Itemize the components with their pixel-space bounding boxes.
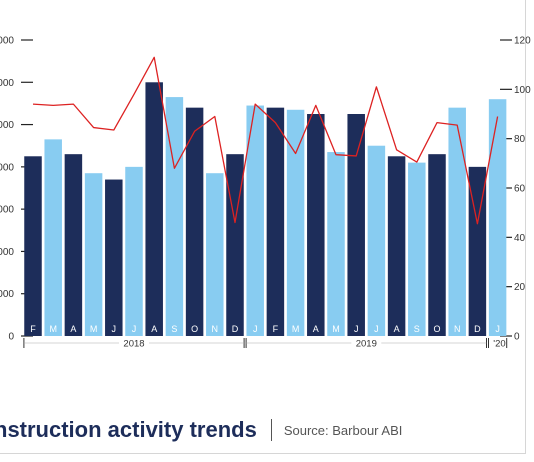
bar [44,139,62,336]
month-label: J [354,324,359,334]
year-label: '20 [493,339,505,350]
bar [286,109,305,337]
year-label-backdrop [119,338,149,348]
month-label: A [70,324,76,334]
bar [105,179,123,336]
bar [428,154,446,336]
left-axis-tick-label: 6000 [0,205,14,216]
month-label: N [212,324,219,334]
index-line [32,56,499,225]
year-label-backdrop [351,338,382,348]
month-label: O [191,324,198,334]
bar [327,152,345,336]
right-axis-tick-label: 0 [514,332,520,343]
left-axis-tick-label: 10000 [0,120,14,131]
year-label: 2018 [123,339,144,350]
month-label: J [112,324,117,334]
month-label: M [49,324,57,334]
left-axis-tick-label: 2000 [0,289,14,300]
bar [145,82,163,337]
bar [387,156,406,336]
bar [307,114,325,336]
bar [448,107,466,337]
month-label: D [474,324,481,334]
right-axis-tick-label: 60 [514,184,526,195]
month-label: F [273,324,279,334]
chart-frame [0,0,526,454]
bar [408,162,426,336]
bar [226,154,244,336]
month-label: S [171,324,177,334]
bar [266,107,285,337]
bar [206,173,224,336]
chart-caption: nstruction activity trends Source: Barbo… [0,414,402,446]
month-label: A [394,324,400,334]
right-axis-tick-label: 80 [514,134,526,145]
bar [367,145,386,336]
month-label: F [30,324,36,334]
month-label: M [90,324,98,334]
right-axis-tick-label: 20 [514,282,526,293]
construction-activity-chart: 0 2000 4000 6000 8000 10000 12000 14000 0 20 40 60 8… [0,36,531,350]
bar [246,105,264,337]
left-axis-tick-label: 8000 [0,162,14,173]
bar [185,107,204,337]
bar [468,166,487,336]
month-label: D [232,324,239,334]
bar [64,154,83,336]
chart-source: Source: Barbour ABI [283,422,403,438]
bar [347,114,365,336]
month-label: A [313,324,319,334]
month-label: J [132,324,137,334]
bar [488,99,507,336]
month-label: A [151,324,157,334]
month-label: M [332,324,340,334]
left-axis-tick-label: 12000 [0,78,14,89]
caption-separator [270,419,272,441]
left-axis-tick-label: 4000 [0,247,14,258]
month-label: J [495,324,500,334]
year-label: 2019 [356,339,377,350]
month-label: J [374,324,379,334]
bar [24,156,42,336]
left-axis-tick-label: 0 [8,332,14,343]
month-label: N [454,324,461,334]
bar [165,97,184,336]
bar [84,173,103,336]
month-label: S [414,324,420,334]
month-label: O [433,324,440,334]
right-axis-tick-label: 120 [514,36,531,47]
right-axis-tick-label: 100 [514,85,531,96]
chart-title: nstruction activity trends [0,417,257,442]
month-label: J [253,324,258,334]
month-label: M [292,324,300,334]
left-axis-tick-label: 14000 [0,36,14,47]
bar [125,166,143,336]
right-axis-tick-label: 40 [514,233,526,244]
